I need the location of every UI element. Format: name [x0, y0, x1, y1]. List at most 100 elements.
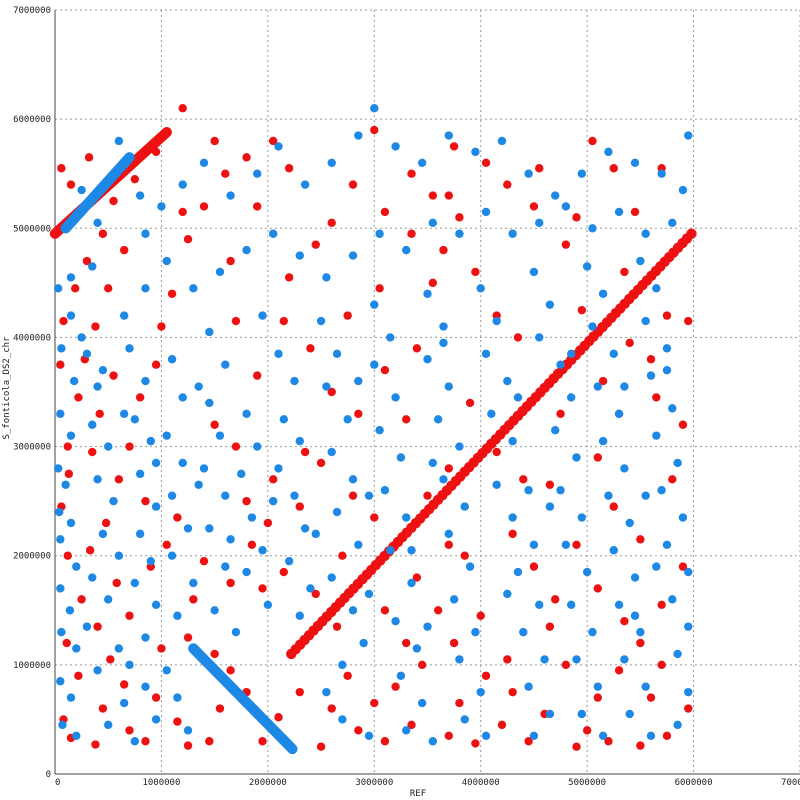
data-point — [636, 535, 645, 544]
data-point — [577, 709, 587, 719]
data-point — [407, 229, 416, 238]
data-point — [162, 666, 171, 675]
data-point — [98, 704, 108, 713]
data-point — [58, 720, 67, 730]
data-point — [253, 371, 262, 380]
data-point — [151, 715, 161, 724]
data-point — [157, 322, 166, 331]
data-point — [279, 415, 289, 424]
data-points — [49, 104, 697, 755]
data-point — [657, 486, 666, 495]
data-point — [561, 660, 571, 670]
data-point — [386, 546, 395, 555]
y-tick-label: 5000000 — [13, 224, 51, 234]
data-point — [657, 660, 666, 670]
alignment-point — [686, 228, 697, 239]
alignment-point — [161, 127, 172, 138]
data-point — [630, 611, 640, 620]
data-point — [684, 316, 693, 326]
data-point — [98, 529, 108, 539]
data-point — [402, 513, 411, 522]
data-point — [151, 693, 161, 702]
data-point — [151, 600, 161, 610]
data-point — [630, 207, 640, 217]
data-point — [125, 442, 134, 451]
data-point — [444, 191, 453, 200]
data-point — [72, 731, 81, 740]
data-point — [114, 644, 124, 653]
data-point — [684, 131, 693, 140]
data-point — [630, 573, 640, 582]
data-point — [598, 731, 608, 740]
data-point — [221, 360, 230, 369]
data-point — [85, 546, 95, 555]
data-point — [274, 142, 283, 151]
x-tick-label: 1000000 — [142, 778, 180, 788]
data-point — [135, 529, 145, 539]
data-point — [593, 382, 602, 391]
data-point — [370, 513, 379, 522]
data-point — [146, 556, 155, 566]
data-point — [535, 333, 544, 342]
data-point — [519, 627, 528, 637]
data-point — [77, 185, 86, 195]
data-point — [53, 464, 63, 473]
data-point — [375, 229, 384, 238]
data-point — [242, 409, 251, 419]
data-point — [439, 338, 448, 348]
data-point — [162, 256, 171, 266]
data-point — [545, 480, 555, 489]
data-point — [71, 284, 80, 293]
data-point — [678, 513, 688, 522]
data-point — [268, 475, 278, 484]
data-point — [295, 611, 304, 620]
data-point — [524, 737, 533, 746]
data-point — [423, 355, 432, 364]
data-point — [455, 213, 464, 222]
data-point — [311, 240, 320, 249]
data-point — [380, 365, 390, 375]
data-point — [205, 398, 214, 408]
data-point — [508, 229, 517, 238]
data-point — [652, 562, 661, 571]
data-point — [354, 376, 363, 386]
data-point — [646, 355, 656, 364]
data-point — [471, 739, 480, 748]
data-point — [444, 131, 453, 140]
data-point — [194, 382, 203, 391]
data-point — [205, 524, 214, 533]
x-tick-label: 5000000 — [568, 778, 606, 788]
data-point — [513, 567, 523, 577]
data-point — [274, 713, 283, 722]
data-point — [646, 371, 656, 380]
data-point — [428, 218, 438, 228]
data-point — [503, 655, 512, 664]
data-point — [364, 589, 374, 599]
data-point — [625, 518, 634, 528]
data-point — [284, 164, 294, 173]
data-point — [481, 349, 491, 358]
data-point — [290, 376, 299, 386]
data-point — [93, 622, 102, 631]
data-point — [109, 371, 118, 380]
data-point — [503, 376, 512, 386]
data-point — [56, 677, 65, 686]
data-point — [66, 273, 76, 282]
data-point — [588, 322, 597, 331]
data-point — [151, 360, 161, 369]
data-point — [572, 540, 581, 549]
data-point — [141, 682, 150, 691]
data-point — [119, 245, 129, 255]
data-point — [62, 638, 71, 648]
data-point — [364, 491, 374, 500]
data-point — [253, 202, 262, 211]
y-tick-label: 2000000 — [13, 552, 51, 562]
data-point — [449, 595, 459, 604]
data-point — [119, 311, 129, 320]
data-point — [673, 649, 682, 659]
data-point — [82, 349, 92, 358]
data-point — [343, 671, 352, 680]
data-point — [513, 333, 523, 342]
data-point — [253, 442, 262, 451]
data-point — [444, 464, 453, 473]
